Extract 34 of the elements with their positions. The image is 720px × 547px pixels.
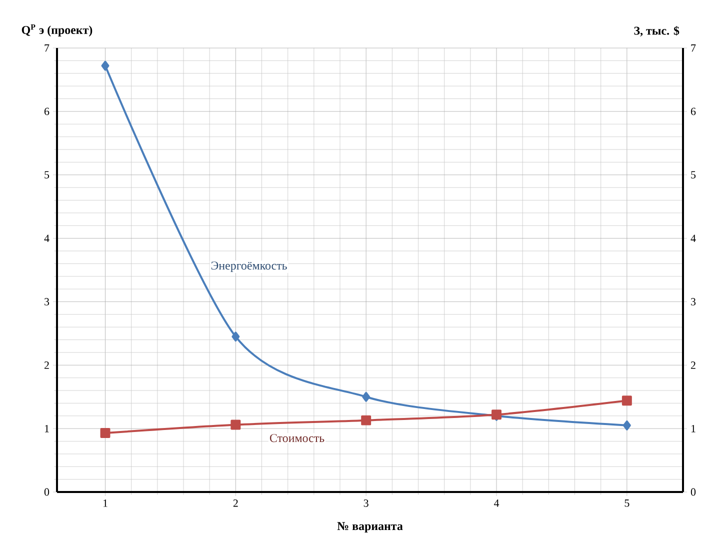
y2-tick-label: 6 <box>690 108 696 116</box>
point <box>101 60 110 71</box>
x-axis-title: № варианта <box>337 522 403 533</box>
y-tick-label: 4 <box>44 234 50 242</box>
y-tick-label: 3 <box>44 298 50 306</box>
x-tick-label: 4 <box>494 500 500 507</box>
y2-tick-label: 4 <box>690 234 696 242</box>
point <box>622 396 632 406</box>
point <box>362 392 370 402</box>
y2-tick-label: 2 <box>690 362 696 369</box>
y-tick-label: 5 <box>44 171 50 178</box>
x-tick-label: 2 <box>233 500 238 507</box>
y-tick-label: 7 <box>44 44 50 52</box>
point <box>361 415 372 426</box>
y-tick-label: 1 <box>44 424 49 432</box>
point <box>230 420 241 430</box>
y-axis-title: Q$^{P}$ э (проект) <box>22 24 92 36</box>
point <box>622 420 631 430</box>
y2-tick-label: 0 <box>690 488 696 496</box>
y2-tick-label: 3 <box>691 298 696 306</box>
y-tick-label: 2 <box>44 362 49 369</box>
y-tick-label: 6 <box>44 108 50 116</box>
x-tick-label: 1 <box>103 500 108 507</box>
series-label: Энергоёмкость <box>211 262 287 272</box>
x-tick-label: 5 <box>624 500 630 507</box>
y2-tick-label: 1 <box>691 424 696 432</box>
point <box>232 332 240 342</box>
x-tick-label: 3 <box>364 500 368 507</box>
y2-tick-label: 7 <box>691 44 696 52</box>
series-label: Стоимость <box>270 434 324 442</box>
y2-tick-label: 5 <box>691 171 696 178</box>
y2-axis-title: З, тыс. $ <box>634 26 680 36</box>
y-tick-label: 0 <box>44 488 50 496</box>
point <box>100 428 110 438</box>
